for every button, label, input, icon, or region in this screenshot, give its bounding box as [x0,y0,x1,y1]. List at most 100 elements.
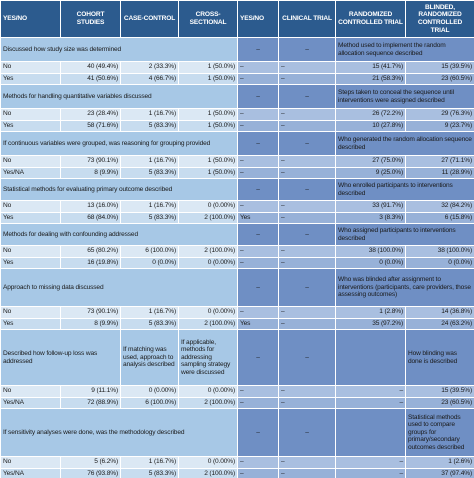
data-cell: 5 (83.3%) [120,467,179,478]
section-description: Statistical methods used to compare grou… [405,408,474,457]
data-cell: Yes [0,256,61,269]
data-cell: Yes [0,211,61,224]
data-cell: 35 (97.2%) [335,317,406,330]
section-cell: – [278,178,336,201]
table-row: No 40 (49.4%) 2 (33.3%) 1 (50.0%) – –15 (41.7… [0,61,474,74]
data-cell: – [237,245,279,258]
data-cell: 15 (41.7%) [335,61,406,74]
data-cell: 13 (16.0%) [60,200,121,213]
data-cell: – [237,385,279,398]
data-cell: 0 (0.00%) [178,306,238,319]
data-cell: 38 (100.0%) [335,245,406,258]
data-cell: – [278,467,336,478]
table-row: If continuous variables were grouped, wa… [0,131,474,156]
data-cell: 3 (8.3%) [335,211,406,224]
data-cell: 9 (25.0%) [335,166,406,179]
data-cell: 37 (97.4%) [405,467,474,478]
data-cell: 1 (16.7%) [120,456,179,469]
section-cell: – [278,131,336,156]
section-title: Methods for dealing with confounding add… [0,223,238,246]
data-cell: No [0,456,61,469]
data-cell: 9 (23.7%) [405,119,474,132]
section-cell: – [278,84,336,109]
data-cell: 2 (100.0%) [178,245,238,258]
data-cell: 5 (83.3%) [120,166,179,179]
table-row: Yes 8 (9.9%) 5 (83.3%) 2 (100.0%) Yes –35 (97… [0,317,474,330]
data-cell: – [278,306,336,319]
table-row: No 5 (6.2%) 1 (16.7%) 0 (0.00%) – – –1 (2.6%) [0,456,474,469]
data-cell: 21 (58.3%) [335,72,406,85]
table-row: Yes/NA 72 (88.9%) 6 (100.0%) 2 (100.0%) – – –2… [0,396,474,409]
section-cell: – [237,178,279,201]
data-cell: 23 (60.5%) [405,396,474,409]
data-cell: – [278,245,336,258]
data-cell: – [278,317,336,330]
data-cell: – [237,456,279,469]
data-cell: Yes [0,119,61,132]
data-cell: 1 (50.0%) [178,72,238,85]
section-title: If sensitivity analyses were done, was t… [0,408,238,457]
table-row: Yes/NA 8 (9.9%) 5 (83.3%) 1 (50.0%) – –9 (25.… [0,166,474,179]
data-cell: 2 (100.0%) [178,467,238,478]
table-row: Approach to missing data discussed – – Who … [0,268,474,307]
data-cell: 15 (39.5%) [405,385,474,398]
data-cell: 73 (90.1%) [60,306,121,319]
table-row: Yes 16 (19.8%) 0 (0.0%) 0 (0.00%) – –0 (0.0%)… [0,256,474,269]
table-row: Yes 58 (71.6%) 5 (83.3%) 1 (50.0%) – –10 (27.… [0,119,474,132]
section-cell: – [278,329,336,386]
section-cell: – [278,37,336,62]
section-description: How blinding was done is described [405,329,474,386]
table-row: Described how follow-up loss was address… [0,329,474,386]
data-cell: 1 (16.7%) [120,200,179,213]
data-cell: 24 (63.2%) [405,317,474,330]
data-cell: 1 (16.7%) [120,155,179,168]
section-description [335,329,406,386]
data-cell: 4 (66.7%) [120,72,179,85]
data-cell: – [237,200,279,213]
section-cell: – [237,329,279,386]
data-cell: 1 (50.0%) [178,61,238,74]
section-title: Described how follow-up loss was address… [0,329,121,386]
data-cell: Yes [0,317,61,330]
section-description: Who generated the random allocation sequ… [335,131,474,156]
data-cell: Yes/NA [0,166,61,179]
data-cell: Yes [237,211,279,224]
table-row: Yes 68 (84.0%) 5 (83.3%) 2 (100.0%) Yes –3 (8… [0,211,474,224]
data-cell: 2 (100.0%) [178,317,238,330]
data-cell: – [278,211,336,224]
data-cell: Yes [0,72,61,85]
data-cell: – [278,396,336,409]
section-description [335,408,406,457]
data-cell: 2 (33.3%) [120,61,179,74]
column-header: YES/NO [237,0,279,38]
section-description: Steps taken to conceal the sequence unti… [335,84,474,109]
table-row: Methods for handling quantitative variab… [0,84,474,109]
data-cell: 1 (50.0%) [178,166,238,179]
table-row: No 23 (28.4%) 1 (16.7%) 1 (50.0%) – –26 (72.2… [0,108,474,121]
data-cell: – [278,456,336,469]
section-title: Discussed how study size was determined [0,37,238,62]
data-cell: 27 (75.0%) [335,155,406,168]
data-cell: 8 (9.9%) [60,317,121,330]
data-cell: – [278,200,336,213]
data-cell: 1 (16.7%) [120,306,179,319]
section-description: Method used to implement the random allo… [335,37,474,62]
column-header: CROSS-SECTIONAL [178,0,238,38]
data-cell: 58 (71.6%) [60,119,121,132]
data-cell: 0 (0.00%) [178,456,238,469]
data-cell: – [335,467,406,478]
data-cell: – [237,119,279,132]
column-header: YES/NO [0,0,61,38]
data-cell: Yes/NA [0,396,61,409]
data-cell: – [278,385,336,398]
column-header: CASE-CONTROL [120,0,179,38]
data-cell: 1 (16.7%) [120,108,179,121]
table-row: Discussed how study size was determined –… [0,37,474,62]
data-cell: 0 (0.00%) [120,385,179,398]
data-cell: 2 (100.0%) [178,396,238,409]
column-header: CLINICAL TRIAL [278,0,336,38]
section-cell: – [237,268,279,307]
data-cell: 38 (100.0%) [405,245,474,258]
